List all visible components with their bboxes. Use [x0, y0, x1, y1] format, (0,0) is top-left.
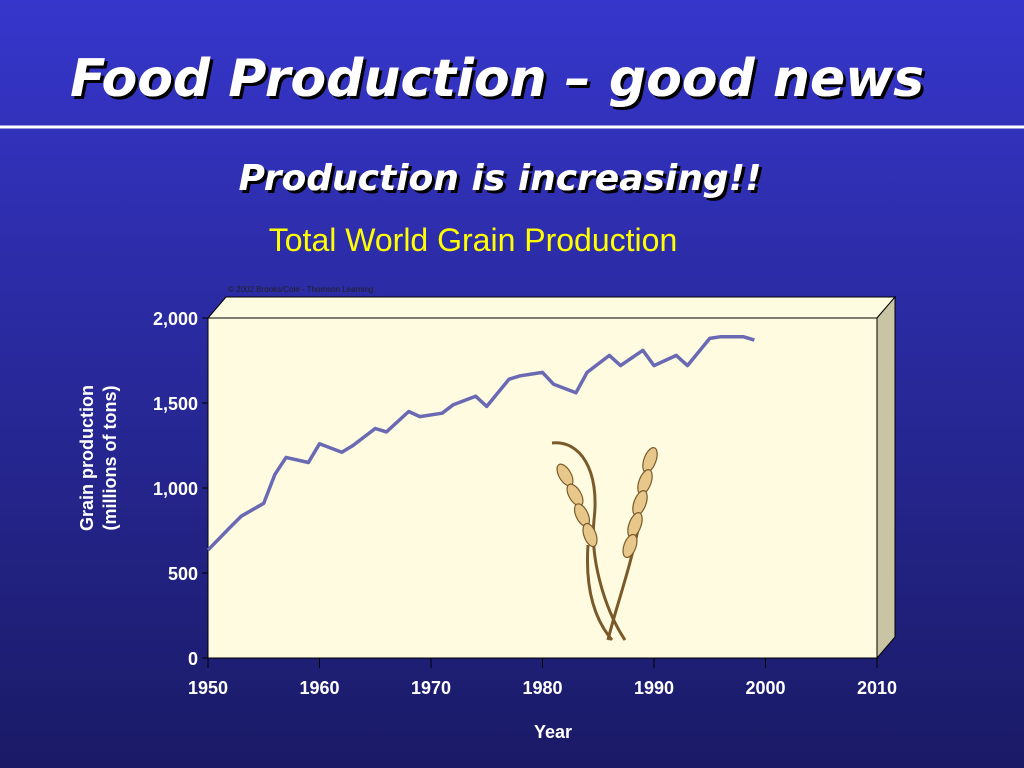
x-tick-label: 2010: [857, 678, 897, 698]
subtitle: Production is increasing!!: [238, 158, 761, 199]
y-tick-label: 1,000: [153, 479, 198, 499]
y-axis-label: Grain production: [77, 385, 97, 531]
wheat-illustration: [551, 441, 658, 641]
x-axis-label: Year: [534, 722, 572, 742]
y-tick-label: 2,000: [153, 309, 198, 329]
plot-area: [207, 317, 878, 659]
x-tick-label: 1970: [411, 678, 451, 698]
x-tick-label: 1990: [634, 678, 674, 698]
data-line: [206, 334, 755, 552]
y-tick-label: 1,500: [153, 394, 198, 414]
x-tick-label: 1980: [522, 678, 562, 698]
box-top: [206, 296, 897, 319]
x-tick-label: 1950: [188, 678, 228, 698]
x-tick-label: 1960: [299, 678, 339, 698]
x-tick-label: 2000: [745, 678, 785, 698]
copyright: © 2002 Brooks/Cole - Thomson Learning: [228, 285, 373, 294]
y-tick-label: 0: [188, 649, 198, 669]
box-side: [876, 295, 896, 660]
heading: Food Production – good news: [70, 49, 924, 109]
chart-title: Total World Grain Production: [269, 222, 677, 258]
y-axis-label: (millions of tons): [100, 386, 120, 531]
y-tick-label: 500: [168, 564, 198, 584]
